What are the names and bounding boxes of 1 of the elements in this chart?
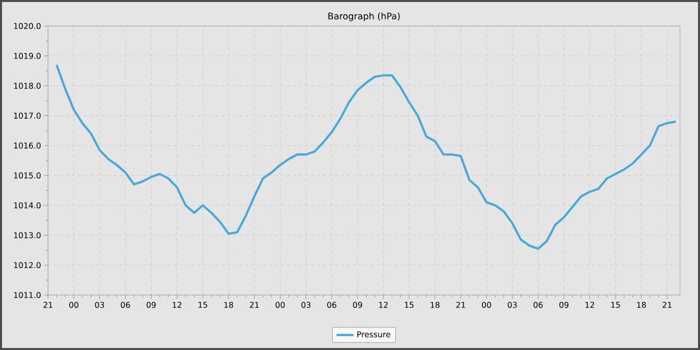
chart-title: Barograph (hPa) xyxy=(328,12,400,22)
